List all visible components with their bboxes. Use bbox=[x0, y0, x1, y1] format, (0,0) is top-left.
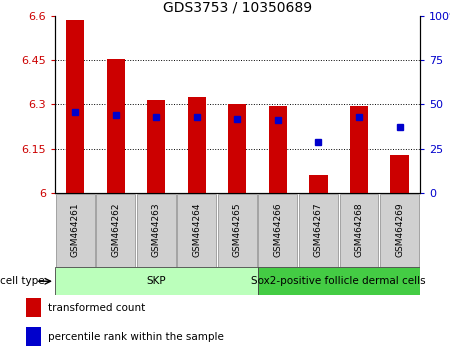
FancyBboxPatch shape bbox=[96, 194, 135, 267]
Bar bbox=[188, 97, 206, 193]
Text: GSM464268: GSM464268 bbox=[355, 203, 364, 257]
Bar bbox=[26, 298, 41, 317]
FancyBboxPatch shape bbox=[177, 194, 216, 267]
Bar bbox=[228, 104, 247, 193]
Title: GDS3753 / 10350689: GDS3753 / 10350689 bbox=[163, 1, 312, 15]
Bar bbox=[269, 106, 287, 193]
Bar bbox=[107, 59, 125, 193]
Text: GSM464264: GSM464264 bbox=[192, 203, 201, 257]
Text: GSM464262: GSM464262 bbox=[111, 203, 120, 257]
FancyBboxPatch shape bbox=[137, 194, 176, 267]
Bar bbox=[350, 106, 368, 193]
Text: Sox2-positive follicle dermal cells: Sox2-positive follicle dermal cells bbox=[252, 276, 426, 286]
Text: percentile rank within the sample: percentile rank within the sample bbox=[48, 332, 224, 342]
Text: transformed count: transformed count bbox=[48, 303, 145, 313]
FancyBboxPatch shape bbox=[258, 194, 297, 267]
Bar bbox=[26, 326, 41, 346]
Text: cell type: cell type bbox=[0, 276, 45, 286]
Text: GSM464261: GSM464261 bbox=[71, 203, 80, 257]
FancyBboxPatch shape bbox=[55, 267, 258, 295]
Text: GSM464266: GSM464266 bbox=[274, 203, 283, 257]
FancyBboxPatch shape bbox=[56, 194, 94, 267]
Bar bbox=[309, 175, 328, 193]
FancyBboxPatch shape bbox=[299, 194, 338, 267]
Text: GSM464263: GSM464263 bbox=[152, 203, 161, 257]
Bar bbox=[66, 20, 84, 193]
FancyBboxPatch shape bbox=[380, 194, 419, 267]
Bar bbox=[391, 155, 409, 193]
FancyBboxPatch shape bbox=[340, 194, 378, 267]
Bar bbox=[147, 100, 166, 193]
FancyBboxPatch shape bbox=[258, 267, 420, 295]
Text: GSM464267: GSM464267 bbox=[314, 203, 323, 257]
Text: GSM464269: GSM464269 bbox=[395, 203, 404, 257]
Text: SKP: SKP bbox=[146, 276, 166, 286]
FancyBboxPatch shape bbox=[218, 194, 257, 267]
Text: GSM464265: GSM464265 bbox=[233, 203, 242, 257]
